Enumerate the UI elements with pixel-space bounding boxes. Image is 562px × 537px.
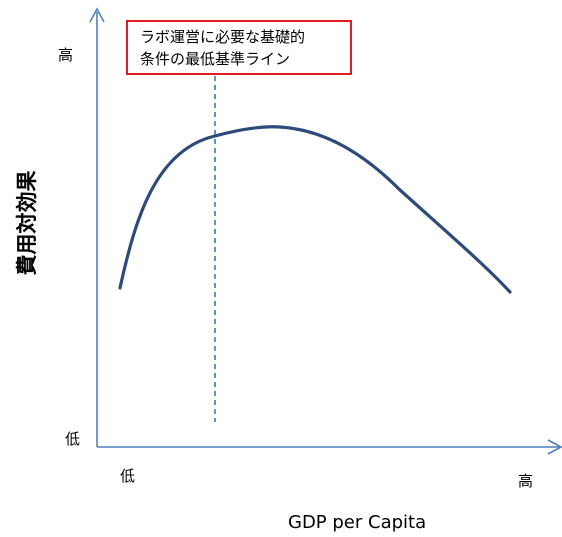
cost-effectiveness-curve [118, 125, 512, 294]
y-axis-arrowhead [89, 7, 105, 23]
y-axis-title-wrap: 費用対効果 [8, 128, 44, 318]
y-axis-high-label: 高 [58, 46, 74, 64]
callout-line-1: ラボ運営に必要な基礎的 [140, 28, 306, 46]
x-axis-arrowhead [547, 439, 562, 455]
x-axis-low-label: 低 [120, 467, 136, 485]
minimum-threshold-callout: ラボ運営に必要な基礎的 条件の最低基準ライン [126, 20, 352, 75]
callout-line-2: 条件の最低基準ライン [140, 50, 291, 68]
y-axis-title: 費用対効果 [15, 170, 39, 276]
y-axis-low-label: 低 [65, 430, 81, 448]
x-axis-high-label: 高 [518, 472, 534, 490]
x-axis-title: GDP per Capita [288, 512, 427, 533]
